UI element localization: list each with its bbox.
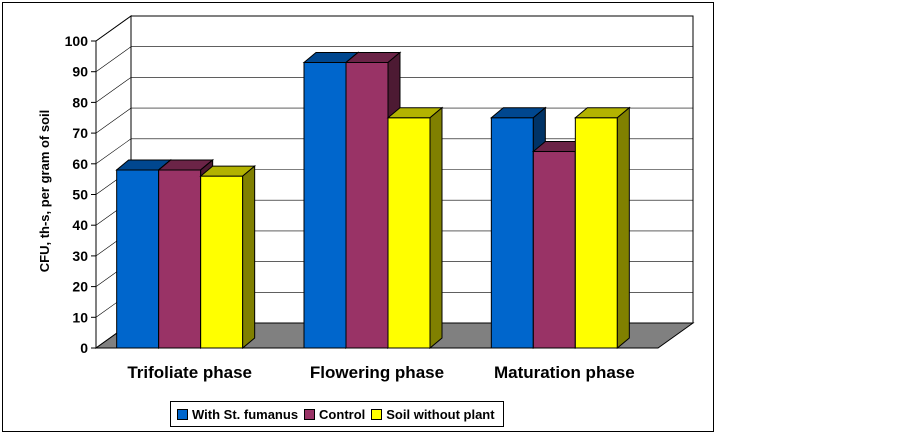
category-label: Trifoliate phase [127,363,252,382]
legend-item: With St. fumanus [177,407,298,422]
legend-item: Control [304,407,365,422]
bar-front [574,117,618,349]
legend-label: Soil without plant [386,406,495,422]
chart-frame: 0 10 20 30 40 50 60 70 80 90 100 Trifoliate phase F… [2,2,714,432]
y-tick-label: 60 [72,156,88,172]
gridline [95,46,693,72]
legend-item: Soil without plant [371,406,495,422]
bar-front [116,169,160,349]
y-axis-ticks: 0 10 20 30 40 50 60 70 80 90 100 [65,33,97,356]
bar-side [242,165,256,350]
bar-front [158,169,202,349]
legend-swatch [177,408,188,420]
bar-soil-without-plant [199,165,257,350]
bar-side [616,106,630,350]
y-axis-title: CFU, th-s, per gram of soil [37,110,52,273]
category-label: Flowering phase [310,363,444,382]
bar-front [532,151,576,349]
bars [115,51,631,350]
gridline [95,77,693,103]
gridline [95,15,693,42]
y-tick-label: 80 [72,94,88,110]
y-tick-label: 20 [72,279,88,295]
y-tick-label: 100 [65,33,89,49]
bar-front [345,61,389,349]
bar-soil-without-plant [386,106,444,350]
bar-front [490,117,534,349]
bar-soil-without-plant [573,106,631,350]
legend: With St. fumanus Control Soil without plan… [170,401,504,427]
y-tick-label: 0 [80,340,88,356]
y-tick-label: 90 [72,64,88,80]
y-tick-label: 10 [72,309,88,325]
y-tick-label: 40 [72,217,88,233]
legend-swatch [371,408,383,420]
y-tick-label: 30 [72,248,88,264]
bar-front [303,61,347,349]
legend-label: Control [319,406,366,422]
legend-label: With St. fumanus [192,406,299,422]
y-tick-label: 50 [72,187,88,203]
y-tick-label: 70 [72,125,88,141]
bar-front [387,117,431,349]
bar-side [429,106,443,350]
legend-swatch [304,408,316,420]
bar-front [200,175,244,349]
category-label: Maturation phase [494,363,635,382]
x-axis-category-labels: Trifoliate phase Flowering phase Maturatio… [127,363,634,382]
bar-chart: 0 10 20 30 40 50 60 70 80 90 100 Trifoliate phase F… [37,15,695,382]
